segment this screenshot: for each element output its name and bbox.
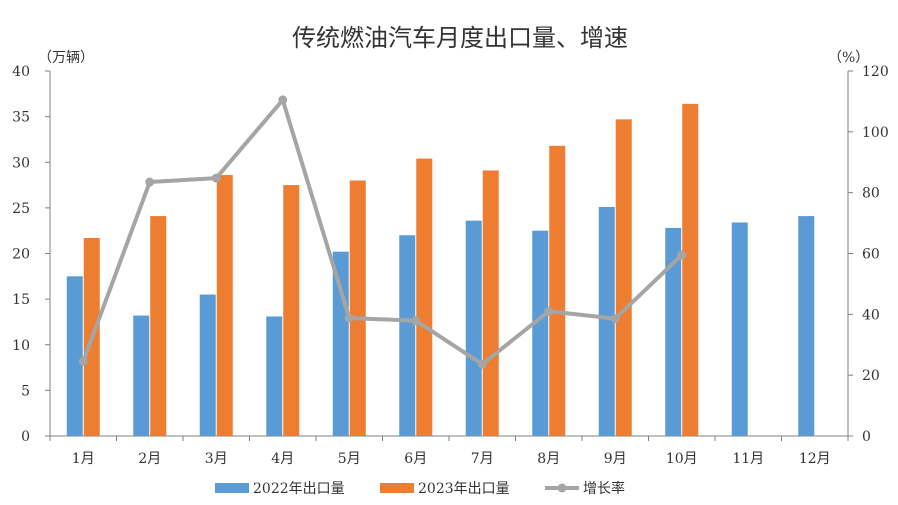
growth-rate-point bbox=[211, 173, 221, 183]
growth-rate-point bbox=[544, 306, 554, 316]
bar-2022 bbox=[665, 227, 682, 436]
growth-rate-point bbox=[78, 356, 88, 366]
bar-2022 bbox=[332, 251, 349, 436]
axes: 0 5 10 15 20 25 30 35 40 0 20 40 60 80 100 120 1月 2月 3月 4月 5… bbox=[12, 64, 889, 467]
right-tick-label: 80 bbox=[862, 186, 880, 202]
bar-2022 bbox=[266, 316, 283, 436]
x-tick-label: 7月 bbox=[471, 451, 494, 467]
growth-rate-point bbox=[477, 359, 487, 369]
right-tick-label: 60 bbox=[862, 247, 880, 263]
x-tick-label: 5月 bbox=[338, 451, 361, 467]
bar-2022 bbox=[798, 216, 815, 436]
right-tick-label: 40 bbox=[862, 307, 880, 323]
bar-2022 bbox=[199, 294, 216, 436]
growth-rate-point bbox=[610, 314, 620, 324]
growth-rate-point bbox=[278, 95, 288, 105]
growth-rate-point bbox=[677, 250, 687, 260]
bar-2023 bbox=[349, 180, 366, 436]
x-tick-label: 4月 bbox=[271, 451, 294, 467]
bar-2022 bbox=[731, 222, 748, 436]
x-tick-label: 8月 bbox=[537, 451, 560, 467]
left-tick-label: 30 bbox=[12, 155, 30, 171]
x-tick-label: 9月 bbox=[604, 451, 627, 467]
legend-label-2022: 2022年出口量 bbox=[253, 481, 345, 497]
x-tick-label: 3月 bbox=[205, 451, 228, 467]
x-tick-label: 11月 bbox=[732, 451, 764, 467]
left-tick-label: 15 bbox=[12, 292, 30, 308]
bar-2023 bbox=[283, 185, 300, 436]
chart-title: 传统燃油汽车月度出口量、增速 bbox=[292, 24, 628, 52]
bar-2023 bbox=[482, 170, 499, 436]
left-tick-label: 10 bbox=[12, 338, 30, 354]
legend-label-2023: 2023年出口量 bbox=[418, 481, 510, 497]
left-tick-label: 5 bbox=[21, 383, 30, 399]
left-tick-label: 25 bbox=[12, 201, 30, 217]
legend-swatch-2023 bbox=[380, 483, 414, 493]
bar-2022 bbox=[598, 206, 615, 436]
bar-2023 bbox=[416, 158, 433, 436]
legend-label-growth: 增长率 bbox=[583, 480, 625, 497]
left-tick-label: 35 bbox=[12, 110, 30, 126]
left-tick-label: 0 bbox=[21, 429, 30, 445]
bars bbox=[66, 103, 815, 437]
legend: 2022年出口量 2023年出口量 增长率 bbox=[215, 480, 625, 497]
bar-2022 bbox=[532, 230, 549, 436]
left-axis-unit: （万辆） bbox=[38, 50, 94, 66]
x-tick-label: 10月 bbox=[666, 451, 698, 467]
right-tick-label: 120 bbox=[862, 64, 889, 80]
bar-2023 bbox=[615, 119, 632, 437]
bar-2023 bbox=[682, 103, 699, 436]
x-tick-label: 12月 bbox=[799, 451, 831, 467]
bar-2023 bbox=[549, 145, 566, 436]
bar-2022 bbox=[399, 235, 416, 436]
x-tick-label: 6月 bbox=[404, 451, 427, 467]
bar-2022 bbox=[465, 220, 482, 436]
right-tick-label: 100 bbox=[862, 125, 889, 141]
growth-line bbox=[78, 95, 687, 369]
x-tick-label: 2月 bbox=[138, 451, 161, 467]
bar-2022 bbox=[133, 315, 150, 436]
right-tick-label: 0 bbox=[862, 429, 871, 445]
bar-2023 bbox=[150, 216, 167, 436]
growth-rate-point bbox=[145, 177, 155, 187]
right-tick-label: 20 bbox=[862, 368, 880, 384]
growth-rate-line bbox=[81, 97, 684, 367]
legend-marker-growth bbox=[557, 483, 567, 493]
legend-swatch-2022 bbox=[215, 483, 249, 493]
left-tick-label: 40 bbox=[12, 64, 30, 80]
bar-2023 bbox=[216, 175, 233, 436]
left-tick-label: 20 bbox=[12, 247, 30, 263]
x-tick-label: 1月 bbox=[72, 451, 95, 467]
right-axis-unit: （%） bbox=[828, 50, 869, 66]
bar-2022 bbox=[66, 276, 83, 436]
growth-rate-point bbox=[411, 316, 421, 326]
growth-rate-point bbox=[344, 313, 354, 323]
